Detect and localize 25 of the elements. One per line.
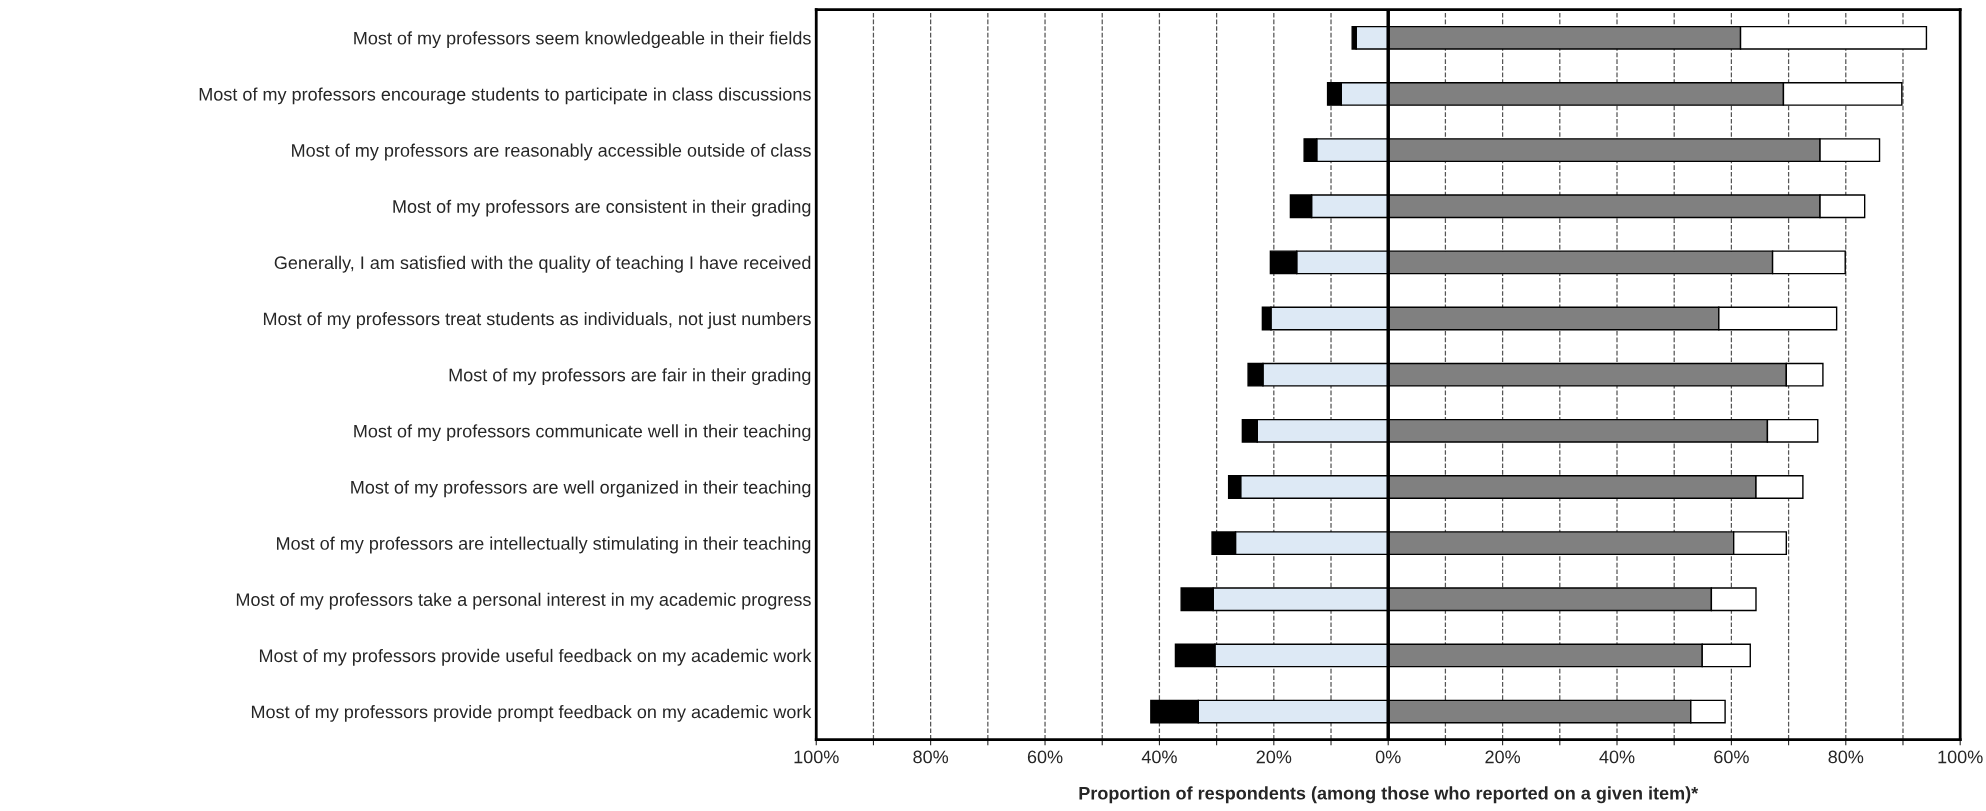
x-tick-label: 80%	[913, 750, 949, 764]
x-tick-label: 20%	[1256, 750, 1292, 764]
x-tick-label: 40%	[1599, 750, 1635, 764]
y-tick-label: Most of my professors take a personal interest in my academic progress	[236, 592, 811, 610]
x-tick-label: 80%	[1828, 750, 1864, 764]
x-axis-title: Proportion of respondents (among those who reported on a given item)*	[1079, 786, 1699, 804]
y-tick-label: Generally, I am satisfied with the quality of teaching I have received	[274, 255, 811, 273]
y-tick-label: Most of my professors provide useful feedback on my academic work	[259, 648, 812, 666]
x-tick-label: 100%	[1938, 750, 1983, 764]
x-tick-label: 40%	[1141, 750, 1177, 764]
x-tick-label: 20%	[1485, 750, 1521, 764]
y-tick-label: Most of my professors are intellectually stimulating in their teaching	[277, 536, 811, 554]
y-tick-label: Most of my professors are consistent in their grading	[393, 199, 811, 217]
x-tick-label: 0%	[1375, 750, 1401, 764]
y-tick-label: Most of my professors encourage students to participate in class discussions	[199, 87, 811, 105]
y-tick-label: Most of my professors are fair in their grading	[449, 368, 811, 385]
x-tick-label: 60%	[1714, 750, 1749, 764]
y-tick-label: Most of my professors provide prompt feedback on my academic work	[251, 705, 812, 722]
y-tick-label: Most of my professors treat students as individuals, not just numbers	[263, 311, 811, 329]
y-tick-label: Most of my professors are reasonably accessible outside of class	[292, 143, 811, 161]
x-tick-label: 60%	[1027, 750, 1063, 764]
y-tick-label: Most of my professors communicate well in their teaching	[354, 424, 811, 442]
y-tick-label: Most of my professors seem knowledgeable in their fields	[354, 31, 811, 49]
x-tick-label: 100%	[794, 750, 839, 764]
y-tick-label: Most of my professors are well organized in their teaching	[351, 480, 811, 498]
